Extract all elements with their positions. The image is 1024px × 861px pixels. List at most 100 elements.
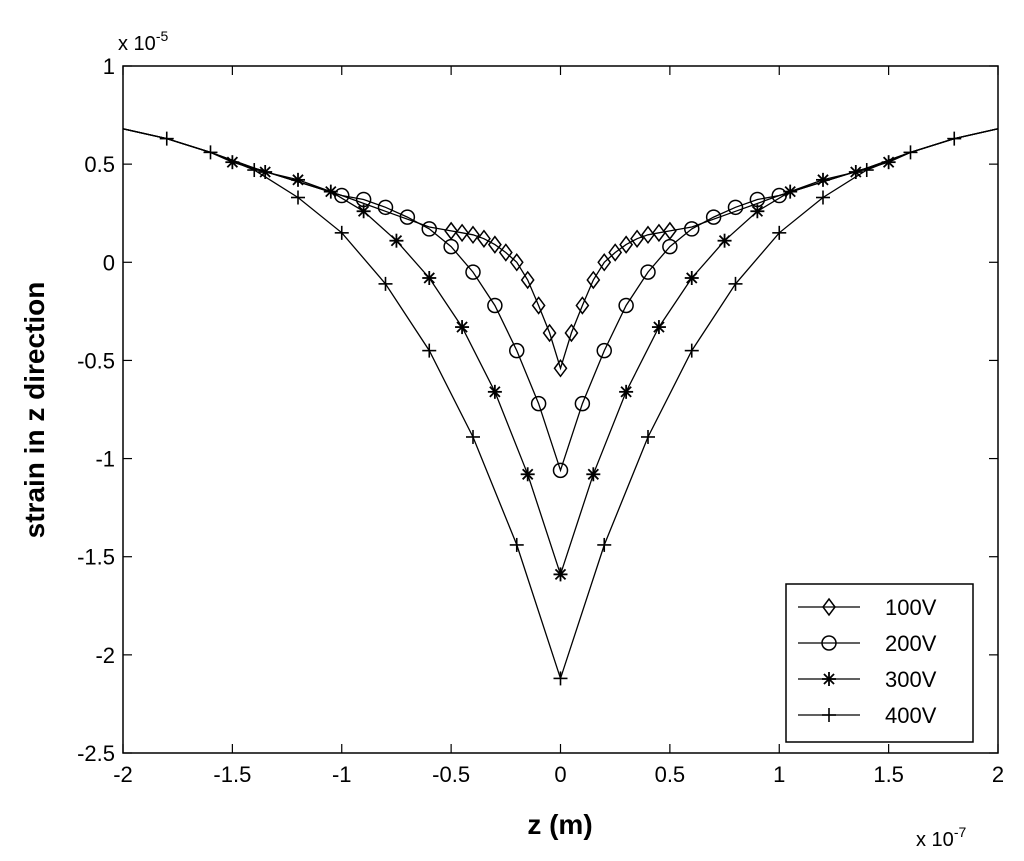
data-point-400v xyxy=(466,429,480,444)
data-point-300v xyxy=(586,467,601,482)
legend-marker-300v xyxy=(822,672,836,686)
data-point-200v xyxy=(618,297,634,314)
data-point-400v xyxy=(553,671,568,686)
data-point-300v xyxy=(422,270,437,285)
data-point-200v xyxy=(421,221,437,237)
data-point-100v xyxy=(498,243,513,262)
data-point-300v xyxy=(356,204,371,219)
legend-label-200v: 200V xyxy=(885,631,937,656)
data-point-400v xyxy=(684,343,699,358)
data-point-400v xyxy=(291,190,305,205)
data-point-100v xyxy=(509,253,524,272)
data-point-200v xyxy=(596,342,612,359)
data-point-200v xyxy=(705,209,722,225)
series-line-100v xyxy=(122,128,999,371)
data-point-300v xyxy=(291,172,305,187)
x-tick-label: -1.5 xyxy=(213,762,251,787)
y-tick-label: -2.5 xyxy=(77,741,115,766)
data-point-400v xyxy=(816,190,830,205)
data-point-200v xyxy=(465,264,481,280)
data-point-100v xyxy=(542,323,557,343)
data-point-200v xyxy=(377,199,394,216)
data-point-400v xyxy=(947,131,962,146)
x-tick-label: -0.5 xyxy=(432,762,470,787)
data-point-200v xyxy=(399,209,416,225)
data-point-100v xyxy=(564,323,579,343)
legend-box xyxy=(785,583,974,743)
data-point-300v xyxy=(783,184,798,199)
axis-ticks: -2 -1.5 -1 -0.5 0 0.5 1 1.5 2-2.5-2-1.5-1-0.500.… xyxy=(77,54,1004,787)
y-scale-factor: x 10-5 xyxy=(118,28,168,55)
data-point-300v xyxy=(750,204,765,219)
legend-marker-400v xyxy=(822,708,836,722)
data-point-300v xyxy=(651,320,666,335)
data-point-400v xyxy=(378,276,393,291)
series-300v xyxy=(122,128,999,582)
data-point-200v xyxy=(684,221,700,237)
y-tick-label: -0.5 xyxy=(77,348,115,373)
data-point-100v xyxy=(455,223,469,243)
x-tick-label: 0.5 xyxy=(655,762,686,787)
legend-marker-100v xyxy=(822,597,836,617)
data-point-100v xyxy=(477,229,491,248)
data-point-400v xyxy=(772,225,787,240)
y-tick-label: 0 xyxy=(103,250,115,275)
data-point-200v xyxy=(509,342,525,359)
legend-label-100v: 100V xyxy=(885,595,937,620)
x-tick-label: 1 xyxy=(773,762,785,787)
data-point-300v xyxy=(389,233,404,248)
y-tick-label: -1 xyxy=(95,447,115,472)
data-point-300v xyxy=(487,384,502,399)
data-point-100v xyxy=(575,296,590,315)
data-point-100v xyxy=(597,253,612,272)
data-point-200v xyxy=(530,395,547,412)
data-point-300v xyxy=(881,155,896,170)
data-point-200v xyxy=(574,395,591,412)
y-tick-label: 1 xyxy=(103,54,115,79)
data-point-300v xyxy=(619,384,634,399)
x-tick-label: 1.5 xyxy=(873,762,904,787)
legend: 100V 200V 300V 400V xyxy=(785,583,974,743)
series-400v xyxy=(122,128,999,686)
data-point-400v xyxy=(509,537,524,552)
x-tick-label: 0 xyxy=(554,762,566,787)
data-point-300v xyxy=(717,233,732,248)
data-point-400v xyxy=(203,145,218,160)
x-tick-label: 2 xyxy=(992,762,1004,787)
data-point-400v xyxy=(641,429,655,444)
y-tick-label: 0.5 xyxy=(84,152,115,177)
data-point-100v xyxy=(553,359,568,378)
data-point-100v xyxy=(487,235,502,254)
data-point-400v xyxy=(422,343,437,358)
legend-label-400v: 400V xyxy=(885,703,937,728)
x-axis-title: z (m) xyxy=(527,809,592,840)
data-point-400v xyxy=(247,163,262,178)
plot-series xyxy=(122,128,999,686)
data-point-300v xyxy=(816,172,830,187)
series-200v xyxy=(122,128,999,479)
data-point-200v xyxy=(662,238,678,255)
data-point-100v xyxy=(641,225,655,245)
data-point-200v xyxy=(552,462,569,479)
series-line-200v xyxy=(122,128,999,473)
data-point-100v xyxy=(520,270,535,290)
data-point-300v xyxy=(225,155,240,170)
data-point-400v xyxy=(728,276,743,291)
y-tick-label: -2 xyxy=(95,643,115,668)
data-point-100v xyxy=(586,270,601,290)
data-point-400v xyxy=(903,145,918,160)
data-point-300v xyxy=(455,320,470,335)
data-point-400v xyxy=(859,163,874,178)
data-point-400v xyxy=(597,537,612,552)
data-point-100v xyxy=(466,225,480,245)
data-point-200v xyxy=(640,264,656,280)
y-axis-title: strain in z direction xyxy=(19,282,50,539)
data-point-300v xyxy=(684,270,699,285)
data-point-200v xyxy=(443,238,459,255)
y-tick-label: -1.5 xyxy=(77,545,115,570)
data-point-200v xyxy=(727,199,744,216)
data-point-400v xyxy=(159,131,174,146)
data-point-100v xyxy=(652,223,666,243)
data-point-100v xyxy=(619,235,634,254)
